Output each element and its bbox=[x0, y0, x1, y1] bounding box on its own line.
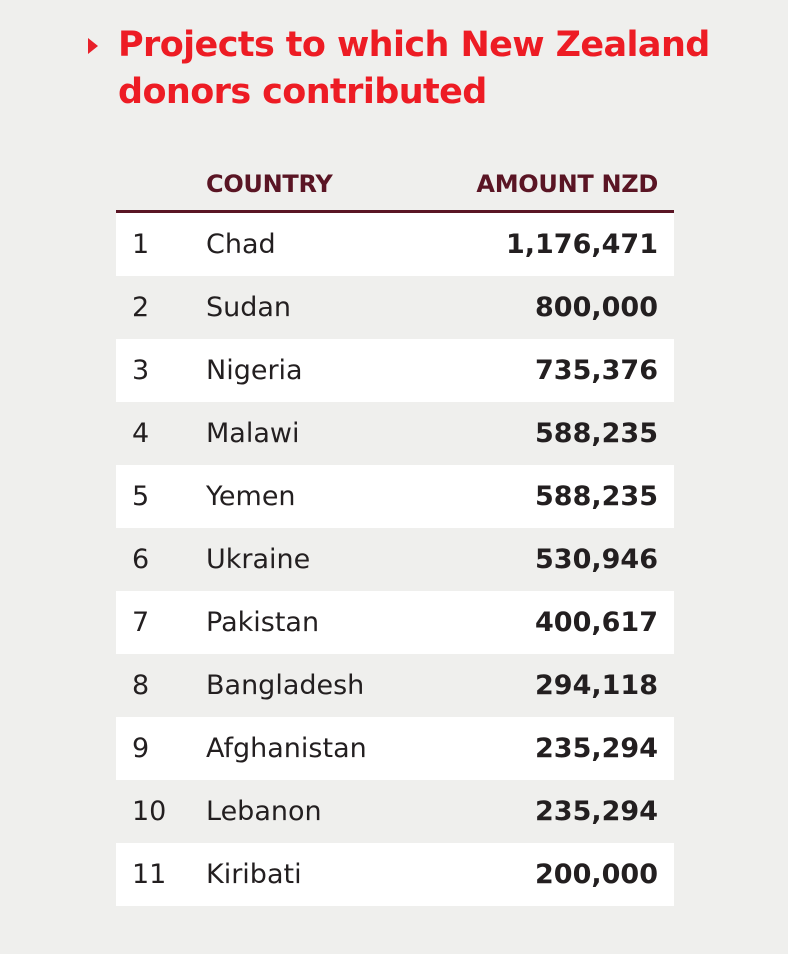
amount-cell: 530,946 bbox=[535, 544, 658, 575]
amount-cell: 200,000 bbox=[535, 859, 658, 890]
country-cell: Yemen bbox=[206, 481, 296, 512]
amount-cell: 588,235 bbox=[535, 481, 658, 512]
rank-cell: 4 bbox=[132, 418, 150, 449]
rank-cell: 9 bbox=[132, 733, 150, 764]
country-cell: Sudan bbox=[206, 292, 292, 323]
country-cell: Afghanistan bbox=[206, 733, 367, 764]
country-cell: Malawi bbox=[206, 418, 300, 449]
amount-cell: 400,617 bbox=[535, 607, 658, 638]
table-row: 1 Chad 1,176,471 bbox=[116, 213, 674, 276]
table-row: 3 Nigeria 735,376 bbox=[116, 339, 674, 402]
rank-cell: 1 bbox=[132, 229, 150, 260]
rank-cell: 5 bbox=[132, 481, 150, 512]
country-cell: Nigeria bbox=[206, 355, 303, 386]
donations-table: COUNTRY AMOUNT NZD 1 Chad 1,176,471 2 Sudan 8… bbox=[116, 160, 674, 906]
amount-cell: 800,000 bbox=[535, 292, 658, 323]
table-row: 5 Yemen 588,235 bbox=[116, 465, 674, 528]
amount-cell: 235,294 bbox=[535, 733, 658, 764]
table-row: 2 Sudan 800,000 bbox=[116, 276, 674, 339]
country-cell: Kiribati bbox=[206, 859, 302, 890]
header-amount: AMOUNT NZD bbox=[476, 170, 658, 198]
rank-cell: 6 bbox=[132, 544, 150, 575]
table-row: 6 Ukraine 530,946 bbox=[116, 528, 674, 591]
table-body: 1 Chad 1,176,471 2 Sudan 800,000 3 Nigeria 735,3… bbox=[116, 213, 674, 906]
rank-cell: 2 bbox=[132, 292, 150, 323]
header-country: COUNTRY bbox=[206, 170, 333, 198]
rank-cell: 7 bbox=[132, 607, 150, 638]
table-row: 8 Bangladesh 294,118 bbox=[116, 654, 674, 717]
amount-cell: 735,376 bbox=[535, 355, 658, 386]
rank-cell: 3 bbox=[132, 355, 150, 386]
country-cell: Chad bbox=[206, 229, 276, 260]
table-row: 9 Afghanistan 235,294 bbox=[116, 717, 674, 780]
country-cell: Pakistan bbox=[206, 607, 320, 638]
country-cell: Lebanon bbox=[206, 796, 322, 827]
amount-cell: 588,235 bbox=[535, 418, 658, 449]
country-cell: Ukraine bbox=[206, 544, 311, 575]
country-cell: Bangladesh bbox=[206, 670, 365, 701]
page-title: Projects to which New Zealand donors con… bbox=[118, 25, 710, 112]
table-row: 4 Malawi 588,235 bbox=[116, 402, 674, 465]
table-row: 11 Kiribati 200,000 bbox=[116, 843, 674, 906]
rank-cell: 10 bbox=[132, 796, 167, 827]
amount-cell: 235,294 bbox=[535, 796, 658, 827]
rank-cell: 11 bbox=[132, 859, 167, 890]
amount-cell: 1,176,471 bbox=[505, 229, 658, 260]
amount-cell: 294,118 bbox=[535, 670, 658, 701]
table-row: 10 Lebanon 235,294 bbox=[116, 780, 674, 843]
triangle-right-icon bbox=[88, 38, 98, 54]
table-row: 7 Pakistan 400,617 bbox=[116, 591, 674, 654]
rank-cell: 8 bbox=[132, 670, 150, 701]
table-header: COUNTRY AMOUNT NZD bbox=[116, 160, 674, 213]
